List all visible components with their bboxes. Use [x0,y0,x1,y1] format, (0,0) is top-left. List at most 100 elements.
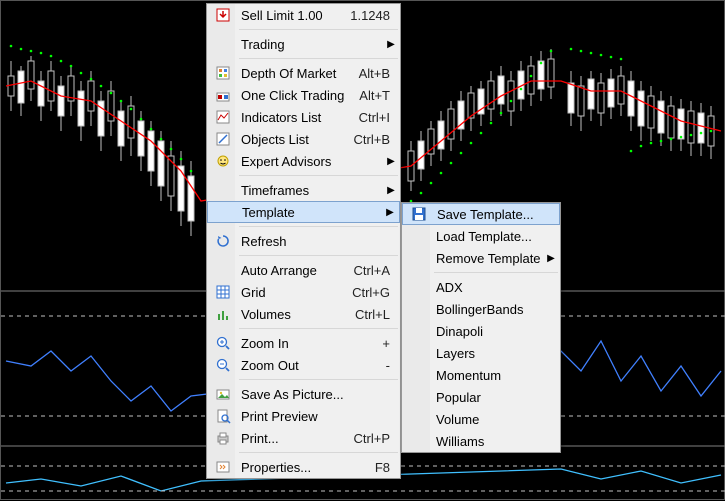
menu-item-shortcut: Alt+B [349,66,396,81]
menu-item-label: Template [236,205,385,220]
main_menu-item-auto-arrange[interactable]: Auto ArrangeCtrl+A [207,259,400,281]
props-icon [211,456,235,478]
menu-item-shortcut: Ctrl+L [345,307,396,322]
main_menu-item-zoom-out[interactable]: Zoom Out- [207,354,400,376]
template-submenu: Save Template...Load Template...Remove T… [401,202,561,453]
sub_menu-item-momentum[interactable]: Momentum [402,364,560,386]
zoomout-icon [211,354,235,376]
menu-item-label: Auto Arrange [235,263,344,278]
menu-separator [239,328,398,329]
blank-icon [212,201,236,223]
blank-icon [406,408,430,430]
menu-item-label: One Click Trading [235,88,349,103]
menu-item-shortcut: Ctrl+A [344,263,396,278]
submenu-arrow-icon: ▶ [386,39,396,50]
menu-item-label: Indicators List [235,110,349,125]
menu-item-label: Expert Advisors [235,154,386,169]
sell-limit-icon [211,4,235,26]
blank-icon [406,364,430,386]
main_menu-item-properties[interactable]: Properties...F8 [207,456,400,478]
menu-item-label: Save Template... [431,207,555,222]
menu-item-label: Print... [235,431,344,446]
blank-icon [406,225,430,247]
blank-icon [406,430,430,452]
expert-icon [211,150,235,172]
submenu-arrow-icon: ▶ [386,185,396,196]
menu-separator [239,58,398,59]
menu-item-label: Sell Limit 1.00 [235,8,340,23]
blank-icon [406,386,430,408]
main_menu-item-trading[interactable]: Trading▶ [207,33,400,55]
main_menu-item-timeframes[interactable]: Timeframes▶ [207,179,400,201]
grid-icon [211,281,235,303]
menu-item-shortcut: Ctrl+G [342,285,396,300]
menu-item-label: Save As Picture... [235,387,396,402]
menu-separator [434,272,558,273]
sub_menu-item-load-template[interactable]: Load Template... [402,225,560,247]
savepic-icon [211,383,235,405]
menu-item-label: Williams [430,434,556,449]
preview-icon [211,405,235,427]
sub_menu-item-dinapoli[interactable]: Dinapoli [402,320,560,342]
menu-item-shortcut: F8 [365,460,396,475]
blank-icon [406,298,430,320]
menu-item-label: Objects List [235,132,344,147]
main_menu-item-template[interactable]: Template▶ [207,201,400,223]
menu-separator [239,29,398,30]
submenu-arrow-icon: ▶ [385,207,395,218]
main_menu-item-print-preview[interactable]: Print Preview [207,405,400,427]
main_menu-item-indicators-list[interactable]: Indicators ListCtrl+I [207,106,400,128]
volumes-icon [211,303,235,325]
main_menu-item-volumes[interactable]: VolumesCtrl+L [207,303,400,325]
main_menu-item-objects-list[interactable]: Objects ListCtrl+B [207,128,400,150]
main_menu-item-grid[interactable]: GridCtrl+G [207,281,400,303]
refresh-icon [211,230,235,252]
menu-item-label: Momentum [430,368,556,383]
menu-item-label: Print Preview [235,409,396,424]
blank-icon [211,33,235,55]
menu-separator [239,175,398,176]
menu-item-shortcut: Ctrl+B [344,132,396,147]
sub_menu-item-adx[interactable]: ADX [402,276,560,298]
menu-item-shortcut: - [376,358,396,373]
menu-item-label: Refresh [235,234,396,249]
sub_menu-item-bollingerbands[interactable]: BollingerBands [402,298,560,320]
context-menu: Sell Limit 1.001.1248Trading▶Depth Of Ma… [206,3,401,479]
menu-item-shortcut: Alt+T [349,88,396,103]
print-icon [211,427,235,449]
main_menu-item-expert-advisors[interactable]: Expert Advisors▶ [207,150,400,172]
sub_menu-item-remove-template[interactable]: Remove Template▶ [402,247,560,269]
blank-icon [211,259,235,281]
main_menu-item-one-click-trading[interactable]: One Click TradingAlt+T [207,84,400,106]
indicators-icon [211,106,235,128]
sub_menu-item-layers[interactable]: Layers [402,342,560,364]
menu-item-label: Layers [430,346,556,361]
blank-icon [406,276,430,298]
oneclick-icon [211,84,235,106]
main_menu-item-refresh[interactable]: Refresh [207,230,400,252]
menu-item-label: Zoom Out [235,358,376,373]
main_menu-item-print[interactable]: Print...Ctrl+P [207,427,400,449]
main_menu-item-depth-of-market[interactable]: Depth Of MarketAlt+B [207,62,400,84]
submenu-arrow-icon: ▶ [546,253,556,264]
main_menu-item-sell-limit-1-00[interactable]: Sell Limit 1.001.1248 [207,4,400,26]
menu-separator [239,452,398,453]
menu-item-shortcut: Ctrl+P [344,431,396,446]
sub_menu-item-popular[interactable]: Popular [402,386,560,408]
main_menu-item-zoom-in[interactable]: Zoom In+ [207,332,400,354]
savetpl-icon [407,203,431,225]
blank-icon [406,320,430,342]
menu-item-label: Trading [235,37,386,52]
sub_menu-item-volume[interactable]: Volume [402,408,560,430]
blank-icon [406,342,430,364]
sub_menu-item-save-template[interactable]: Save Template... [402,203,560,225]
menu-item-label: BollingerBands [430,302,556,317]
main_menu-item-save-as-picture[interactable]: Save As Picture... [207,383,400,405]
menu-item-shortcut: Ctrl+I [349,110,396,125]
menu-item-label: Remove Template [430,251,546,266]
sub_menu-item-williams[interactable]: Williams [402,430,560,452]
menu-item-shortcut: + [372,336,396,351]
depth-icon [211,62,235,84]
blank-icon [406,247,430,269]
submenu-arrow-icon: ▶ [386,156,396,167]
